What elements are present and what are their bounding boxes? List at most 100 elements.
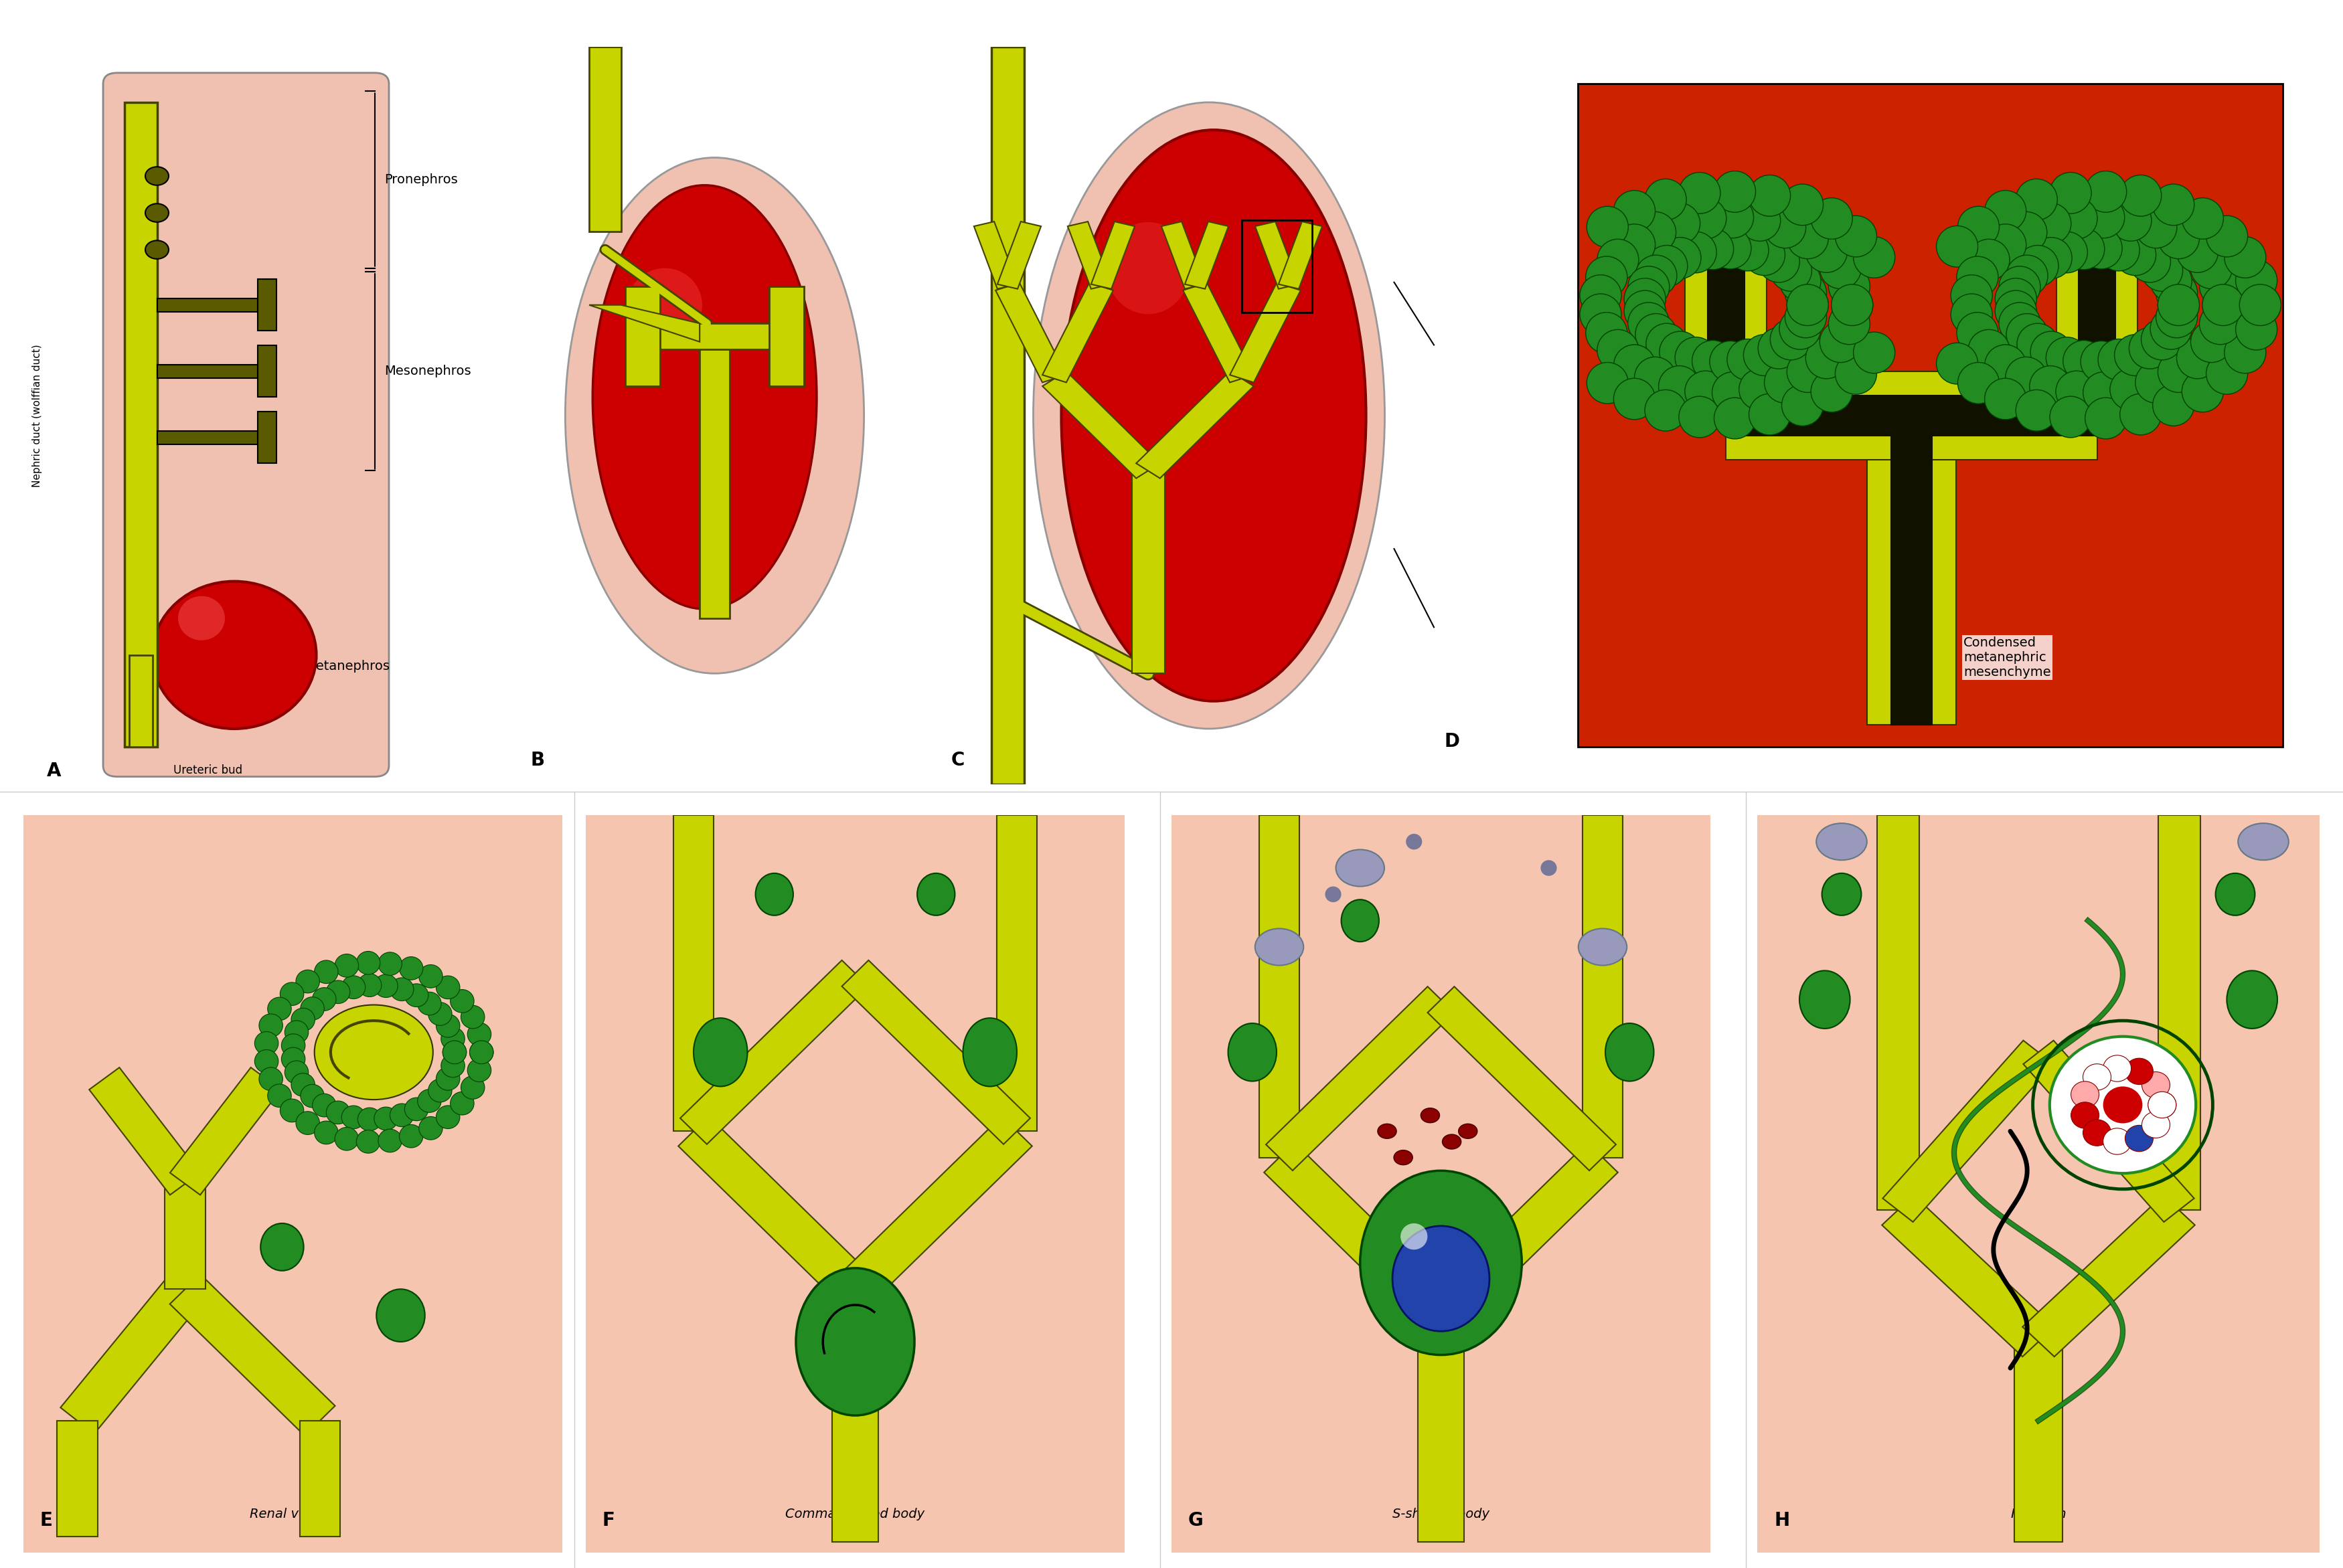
Circle shape (2207, 216, 2247, 257)
Circle shape (2235, 309, 2277, 350)
Ellipse shape (1256, 928, 1303, 966)
Polygon shape (1727, 372, 2097, 459)
Circle shape (1832, 284, 1872, 326)
Circle shape (417, 993, 440, 1014)
Circle shape (466, 1058, 492, 1082)
Circle shape (2134, 207, 2177, 248)
Polygon shape (1884, 1041, 2052, 1221)
Circle shape (281, 1099, 305, 1123)
Circle shape (291, 1008, 314, 1032)
Circle shape (375, 1107, 398, 1131)
Circle shape (1835, 216, 1877, 257)
Circle shape (145, 240, 169, 259)
Circle shape (2181, 198, 2224, 238)
Polygon shape (1092, 221, 1134, 289)
Ellipse shape (152, 582, 316, 729)
Polygon shape (1186, 221, 1228, 289)
Ellipse shape (1799, 971, 1851, 1029)
Circle shape (2015, 390, 2057, 431)
Polygon shape (2078, 194, 2116, 416)
Circle shape (1952, 293, 1992, 336)
Circle shape (1811, 372, 1853, 412)
Polygon shape (998, 221, 1040, 289)
Polygon shape (164, 1184, 206, 1289)
Circle shape (469, 1041, 494, 1063)
Polygon shape (1877, 815, 1919, 1210)
Circle shape (443, 1041, 466, 1063)
Circle shape (2055, 198, 2097, 238)
Polygon shape (171, 1068, 281, 1195)
Circle shape (2120, 394, 2163, 434)
Circle shape (281, 1047, 305, 1071)
Polygon shape (129, 655, 152, 746)
Circle shape (295, 1112, 319, 1135)
Circle shape (419, 1116, 443, 1140)
Polygon shape (1183, 282, 1254, 383)
Circle shape (1659, 365, 1701, 408)
Circle shape (1959, 362, 1999, 403)
Circle shape (1757, 241, 1799, 282)
Text: E: E (40, 1512, 52, 1530)
Circle shape (1952, 274, 1992, 317)
Circle shape (2200, 303, 2240, 345)
Polygon shape (1418, 1316, 1464, 1541)
Polygon shape (61, 1276, 201, 1433)
Circle shape (2097, 339, 2139, 381)
Circle shape (2149, 1091, 2177, 1118)
Circle shape (1692, 340, 1734, 381)
Circle shape (358, 1107, 382, 1131)
Polygon shape (839, 1116, 1033, 1305)
Circle shape (326, 1101, 349, 1124)
Ellipse shape (314, 1005, 433, 1099)
Circle shape (436, 1068, 459, 1090)
Polygon shape (2057, 194, 2137, 416)
Circle shape (1821, 248, 1860, 289)
Circle shape (2071, 1102, 2099, 1129)
Polygon shape (258, 412, 276, 464)
Circle shape (2083, 372, 2125, 414)
Circle shape (450, 989, 473, 1013)
Circle shape (1598, 329, 1638, 370)
Circle shape (1959, 207, 1999, 248)
Polygon shape (996, 282, 1066, 383)
Circle shape (377, 952, 403, 975)
Circle shape (145, 166, 169, 185)
Circle shape (2031, 331, 2071, 373)
Polygon shape (1230, 282, 1300, 383)
Circle shape (295, 971, 319, 993)
Circle shape (2113, 234, 2156, 276)
Circle shape (1614, 224, 1654, 265)
Circle shape (1739, 199, 1781, 241)
Circle shape (1985, 190, 2027, 232)
Circle shape (1675, 232, 1717, 273)
Circle shape (1778, 260, 1821, 301)
Polygon shape (1582, 815, 1624, 1157)
Polygon shape (672, 815, 715, 1131)
Circle shape (1743, 334, 1785, 376)
Polygon shape (626, 287, 661, 386)
Circle shape (2120, 176, 2163, 216)
Ellipse shape (1228, 1024, 1277, 1082)
Polygon shape (1043, 282, 1113, 383)
Circle shape (1586, 256, 1628, 298)
Circle shape (2130, 328, 2170, 368)
Circle shape (375, 974, 398, 997)
Ellipse shape (260, 1223, 305, 1270)
Text: H: H (1774, 1512, 1790, 1530)
Circle shape (2050, 397, 2092, 437)
Circle shape (2158, 218, 2200, 259)
Circle shape (440, 1054, 464, 1077)
Circle shape (377, 1129, 403, 1152)
Circle shape (398, 1124, 424, 1148)
Ellipse shape (593, 185, 818, 608)
Circle shape (1542, 861, 1556, 877)
Polygon shape (56, 1421, 98, 1537)
Circle shape (2202, 284, 2245, 326)
Circle shape (1645, 179, 1687, 220)
Text: G: G (1188, 1512, 1202, 1530)
Circle shape (2083, 1063, 2111, 1090)
Polygon shape (1162, 221, 1204, 289)
Circle shape (2071, 1082, 2099, 1107)
Circle shape (2158, 284, 2200, 326)
Text: Nephric duct (wolffian duct): Nephric duct (wolffian duct) (33, 343, 42, 488)
